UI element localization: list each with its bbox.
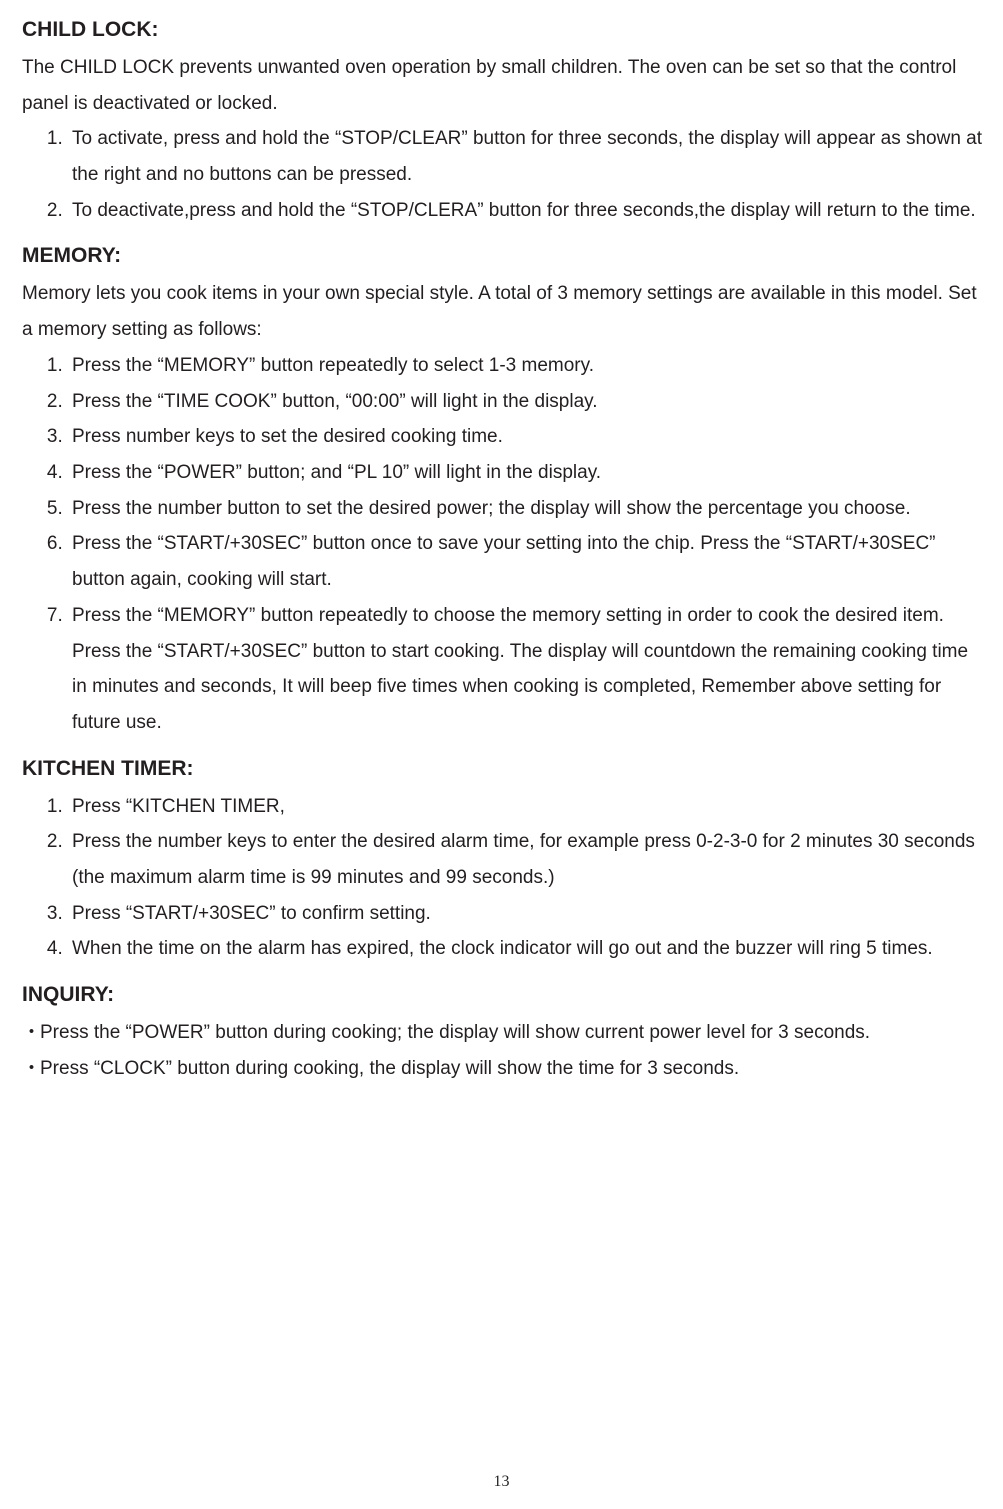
inquiry-bullet-text: Press “CLOCK” button during cooking, the… — [40, 1058, 739, 1079]
list-item: Press the “START/+30SEC” button once to … — [68, 526, 985, 597]
list-item: Press the “MEMORY” button repeatedly to … — [68, 348, 985, 384]
child-lock-intro: The CHILD LOCK prevents unwanted oven op… — [22, 50, 985, 121]
child-lock-steps: To activate, press and hold the “STOP/CL… — [22, 121, 985, 228]
kitchen-timer-steps: Press “KITCHEN TIMER, Press the number k… — [22, 789, 985, 968]
list-item: Press number keys to set the desired coo… — [68, 419, 985, 455]
memory-title: MEMORY: — [22, 236, 985, 276]
inquiry-bullet: ・Press “CLOCK” button during cooking, th… — [22, 1051, 985, 1087]
list-item: Press the number keys to enter the desir… — [68, 824, 985, 895]
list-item: To activate, press and hold the “STOP/CL… — [68, 121, 985, 192]
inquiry-title: INQUIRY: — [22, 975, 985, 1015]
kitchen-timer-title: KITCHEN TIMER: — [22, 749, 985, 789]
list-item: When the time on the alarm has expired, … — [68, 931, 985, 967]
list-item: Press “KITCHEN TIMER, — [68, 789, 985, 825]
page-number: 13 — [0, 1473, 1003, 1491]
bullet-dot-icon: ・ — [22, 1015, 40, 1051]
list-item: Press “START/+30SEC” to confirm setting. — [68, 896, 985, 932]
list-item: Press the number button to set the desir… — [68, 491, 985, 527]
bullet-dot-icon: ・ — [22, 1051, 40, 1087]
memory-steps: Press the “MEMORY” button repeatedly to … — [22, 348, 985, 741]
manual-page: CHILD LOCK: The CHILD LOCK prevents unwa… — [0, 0, 1003, 1509]
memory-intro: Memory lets you cook items in your own s… — [22, 276, 985, 347]
list-item: Press the “MEMORY” button repeatedly to … — [68, 598, 985, 741]
list-item: To deactivate,press and hold the “STOP/C… — [68, 193, 985, 229]
list-item: Press the “POWER” button; and “PL 10” wi… — [68, 455, 985, 491]
inquiry-bullet: ・Press the “POWER” button during cooking… — [22, 1015, 985, 1051]
child-lock-title: CHILD LOCK: — [22, 10, 985, 50]
list-item: Press the “TIME COOK” button, “00:00” wi… — [68, 384, 985, 420]
inquiry-bullet-text: Press the “POWER” button during cooking;… — [40, 1022, 870, 1043]
